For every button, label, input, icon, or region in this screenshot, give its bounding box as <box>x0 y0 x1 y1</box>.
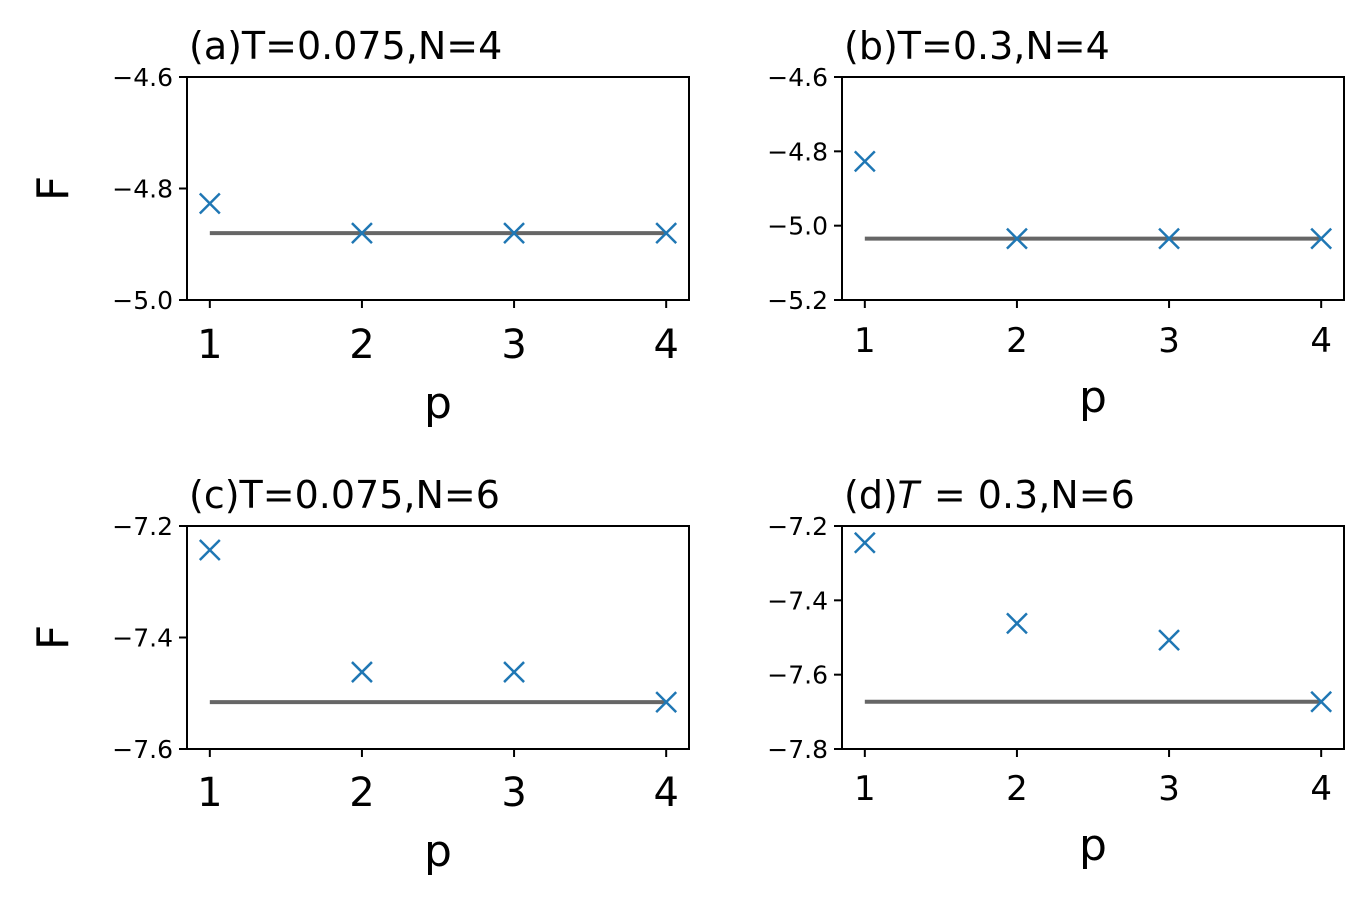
data-point <box>853 150 876 173</box>
y-tick-label: −4.6 <box>112 63 173 92</box>
x-tick-label: 4 <box>1310 769 1332 809</box>
y-tick-label: −7.2 <box>112 512 173 541</box>
y-tick-label: −4.8 <box>112 175 173 204</box>
x-tick-label: 3 <box>1158 769 1180 809</box>
y-axis-label: F <box>28 176 79 201</box>
panel-c: (c)T=0.075,N=6 −7.2 −7.4 −7.6 1 2 3 4 p F <box>28 473 690 877</box>
data-point <box>1310 227 1333 250</box>
data-point <box>1158 227 1180 250</box>
axes-frame <box>841 76 1345 301</box>
axes-frame <box>841 525 1345 750</box>
panel-title: (a)T=0.075,N=4 <box>189 24 502 68</box>
y-tick-label: −5.0 <box>767 212 828 241</box>
data-point <box>655 691 678 714</box>
y-axis-label: F <box>28 625 79 650</box>
data-point <box>351 661 373 683</box>
y-tick-label: −5.0 <box>112 286 173 315</box>
x-tick-label: 4 <box>1310 321 1332 361</box>
data-point <box>655 222 678 244</box>
x-tick-label: 3 <box>501 770 526 816</box>
data-point <box>1158 629 1180 651</box>
x-tick-label: 4 <box>653 770 678 816</box>
panel-title: (b)T=0.3,N=4 <box>844 24 1110 68</box>
x-tick-label: 2 <box>1006 321 1028 361</box>
x-tick-label: 1 <box>854 321 876 361</box>
data-point <box>1006 227 1028 250</box>
panel-b: (b)T=0.3,N=4 −4.6 −4.8 −5.0 −5.2 1 2 3 4 p <box>767 24 1345 423</box>
axes-frame <box>186 76 690 301</box>
axes-frame <box>186 525 690 750</box>
y-tick-label: −7.2 <box>767 512 828 541</box>
x-tick-label: 1 <box>197 322 222 368</box>
panel-title: (d)𝑇 = 0.3,N=6 <box>844 473 1135 517</box>
panel-d: (d)𝑇 = 0.3,N=6 −7.2 −7.4 −7.6 −7.8 1 2 3 4 p <box>767 473 1345 871</box>
x-tick-label: 3 <box>501 322 526 368</box>
x-tick-label: 2 <box>349 770 374 816</box>
y-tick-label: −7.8 <box>767 735 828 764</box>
x-axis-label: p <box>1079 820 1107 871</box>
x-axis-label: p <box>1079 372 1107 423</box>
data-point <box>503 661 525 683</box>
x-tick-label: 4 <box>653 322 678 368</box>
panel-title: (c)T=0.075,N=6 <box>189 473 500 517</box>
data-point <box>198 192 221 215</box>
data-point <box>198 539 221 561</box>
panel-a: (a)T=0.075,N=4 −4.6 −4.8 −5.0 1 2 3 4 p F <box>28 24 690 429</box>
y-tick-label: −4.8 <box>767 137 828 166</box>
x-axis-label: p <box>424 378 452 429</box>
x-tick-label: 1 <box>197 770 222 816</box>
x-tick-label: 2 <box>349 322 374 368</box>
data-point <box>351 222 373 244</box>
y-tick-label: −5.2 <box>767 286 828 315</box>
x-tick-label: 2 <box>1006 769 1028 809</box>
data-point <box>853 531 876 554</box>
x-tick-label: 3 <box>1158 321 1180 361</box>
data-point <box>1310 690 1333 713</box>
y-tick-label: −7.4 <box>112 624 173 653</box>
x-axis-label: p <box>424 826 452 877</box>
y-tick-label: −7.6 <box>767 661 828 690</box>
y-tick-label: −4.6 <box>767 63 828 92</box>
data-point <box>503 222 525 244</box>
data-point <box>1006 612 1028 635</box>
x-tick-label: 1 <box>854 769 876 809</box>
y-tick-label: −7.6 <box>112 735 173 764</box>
y-tick-label: −7.4 <box>767 586 828 615</box>
